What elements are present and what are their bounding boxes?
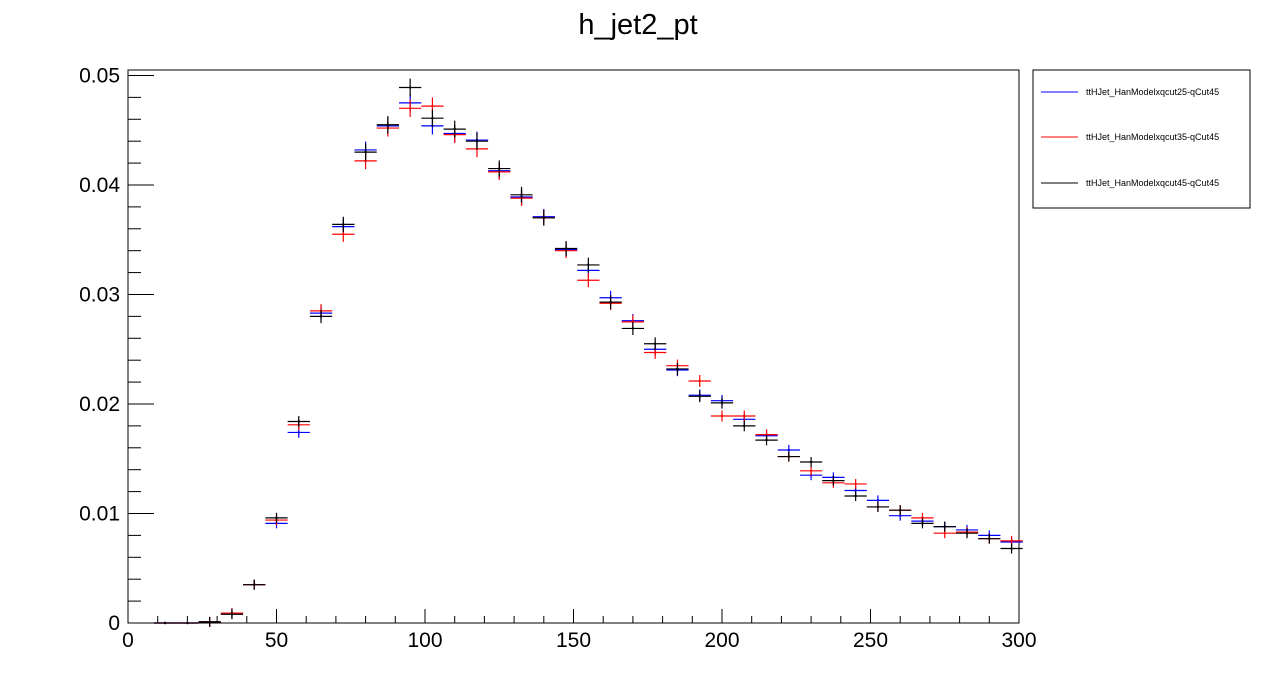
- data-point: [465, 132, 489, 150]
- data-point: [577, 273, 600, 288]
- y-tick-label: 0: [108, 612, 120, 635]
- data-point: [733, 420, 756, 432]
- data-point: [354, 143, 377, 161]
- x-tick-label: 200: [704, 629, 739, 652]
- data-point: [621, 321, 645, 336]
- y-tick-label: 0.02: [79, 393, 120, 416]
- data-point: [666, 362, 689, 376]
- data-point: [889, 505, 912, 516]
- x-tick-label: 250: [853, 629, 888, 652]
- series-3: [153, 78, 1023, 627]
- y-tick-label: 0.04: [79, 174, 120, 197]
- plot-frame: [127, 69, 1020, 624]
- data-point: [777, 451, 800, 462]
- x-tick-label: 0: [122, 629, 134, 652]
- data-point: [198, 616, 221, 627]
- data-point: [265, 512, 288, 523]
- x-tick-label: 150: [556, 629, 591, 652]
- data-point: [554, 241, 578, 256]
- data-point: [421, 109, 444, 127]
- data-point: [443, 120, 466, 138]
- data-point: [644, 337, 667, 351]
- data-point: [309, 309, 333, 324]
- y-tick-label: 0.03: [79, 283, 120, 306]
- series-1: [153, 94, 1023, 627]
- x-tick-label: 300: [1001, 629, 1036, 652]
- data-point: [844, 478, 867, 489]
- legend-label-series-3: ttHJet_HanModelxqcut45-qCut45: [1086, 178, 1219, 188]
- data-point: [911, 518, 934, 529]
- data-point: [510, 186, 533, 203]
- data-point: [688, 390, 711, 403]
- data-point: [1000, 543, 1023, 554]
- data-point: [688, 375, 711, 387]
- data-point: [799, 465, 823, 476]
- data-point: [955, 528, 979, 539]
- legend: ttHJet_HanModelxqcut25-qCut45 ttHJet_Han…: [1032, 69, 1251, 209]
- x-tick-label: 50: [265, 629, 288, 652]
- data-point: [243, 579, 266, 590]
- legend-label-series-2: ttHJet_HanModelxqcut35-qCut45: [1086, 132, 1219, 142]
- data-point: [844, 490, 867, 501]
- data-point: [978, 533, 1001, 544]
- axes: 0 50 100 150 200 250 300 0 0.01 0.02 0.03 0.04 0.05: [79, 64, 1036, 652]
- data-point: [153, 621, 177, 625]
- x-tick-label: 100: [407, 629, 442, 652]
- data-point: [488, 160, 511, 177]
- data-point: [176, 621, 199, 625]
- data-point: [399, 78, 422, 97]
- data-point: [376, 116, 400, 134]
- data-point: [532, 210, 555, 226]
- data-point: [220, 609, 244, 620]
- data-point: [799, 457, 823, 468]
- data-point: [866, 501, 890, 512]
- data-point: [399, 99, 422, 118]
- data-point: [577, 257, 600, 273]
- y-tick-label: 0.05: [79, 64, 120, 87]
- legend-box: [1032, 69, 1251, 209]
- data-point: [332, 216, 355, 233]
- data-point: [933, 521, 956, 532]
- data-point: [710, 397, 734, 409]
- y-tick-label: 0.01: [79, 502, 120, 525]
- data-marks: [153, 78, 1023, 627]
- data-point: [822, 475, 845, 486]
- chart-title: h_jet2_pt: [578, 9, 697, 41]
- data-point: [755, 434, 778, 446]
- data-point: [599, 295, 622, 310]
- legend-label-series-1: ttHJet_HanModelxqcut25-qCut45: [1086, 87, 1219, 97]
- data-point: [710, 410, 734, 422]
- data-point: [287, 416, 310, 427]
- series-2: [153, 97, 1023, 627]
- data-point: [733, 410, 756, 422]
